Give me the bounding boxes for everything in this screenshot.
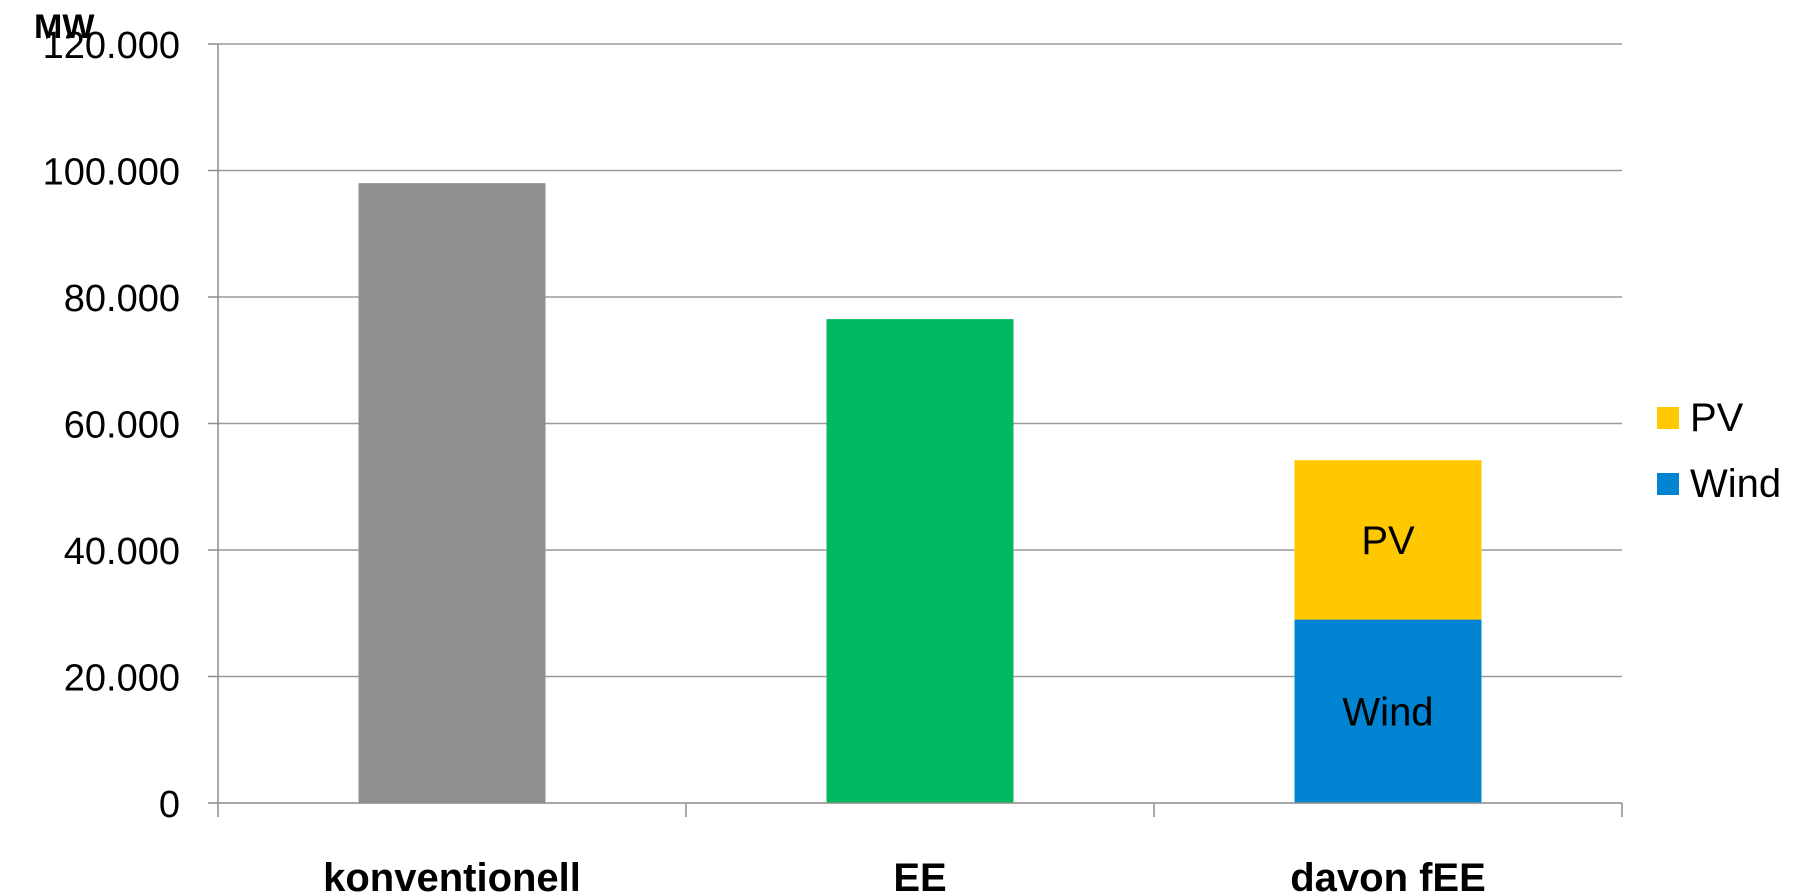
category-label-1: EE <box>893 856 946 896</box>
y-tick-label-0: 0 <box>159 784 180 826</box>
legend: PV Wind <box>1657 396 1781 506</box>
y-axis-unit-label: MW <box>34 8 95 46</box>
bar-ee <box>826 319 1014 803</box>
y-tick-label-3: 60.000 <box>64 405 180 447</box>
x-category-labels: konventionell EE davon fEE <box>323 856 1486 896</box>
bar-segment-pv <box>1294 460 1482 620</box>
y-tick-label-4: 80.000 <box>64 278 180 320</box>
y-tick-label-6: 120.000 <box>43 25 180 67</box>
legend-label-wind: Wind <box>1690 462 1781 506</box>
bar-segment-wind <box>1294 619 1482 803</box>
y-tick-label-2: 40.000 <box>64 531 180 573</box>
legend-swatch-wind <box>1657 473 1679 495</box>
segment-label-wind: Wind <box>1342 690 1433 734</box>
y-tick-label-5: 100.000 <box>43 152 180 194</box>
category-label-2: davon fEE <box>1290 856 1486 896</box>
bar-konventionell <box>358 183 546 803</box>
segment-label-pv: PV <box>1361 519 1415 563</box>
bars: Wind PV <box>358 183 1482 803</box>
y-tick-label-1: 20.000 <box>64 658 180 700</box>
y-tick-labels: 0 20.000 40.000 60.000 80.000 100.000 120.000 <box>43 25 180 826</box>
legend-label-pv: PV <box>1690 396 1744 440</box>
legend-swatch-pv <box>1657 407 1679 429</box>
axes <box>208 43 1623 817</box>
category-label-0: konventionell <box>323 856 581 896</box>
